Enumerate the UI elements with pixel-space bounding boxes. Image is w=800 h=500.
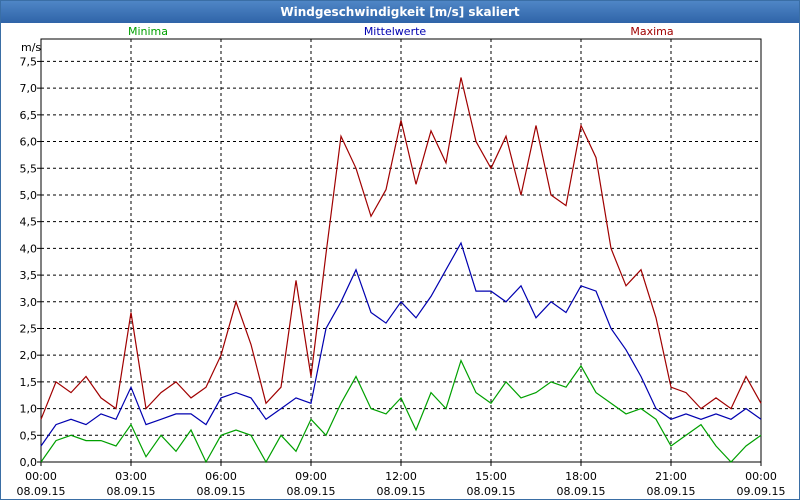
axes — [37, 38, 762, 466]
y-tick-label: 5,0 — [20, 189, 38, 202]
legend-minima: Minima — [128, 25, 168, 38]
x-tick-date: 08.09.15 — [467, 485, 516, 498]
y-tick-labels: 0,0 0,5 1,0 1,5 2,0 2,5 3,0 3,5 4,0 4,5 5,0 5,5 6,0 6… — [20, 55, 38, 469]
x-tick-date: 08.09.15 — [197, 485, 246, 498]
x-tick-time: 12:00 — [385, 470, 417, 483]
y-tick-label: 1,5 — [20, 376, 38, 389]
x-tick-labels: 00:00 08.09.15 03:00 08.09.15 06:00 08.09.15 0… — [17, 470, 786, 498]
legend-mittelwerte: Mittelwerte — [364, 25, 427, 38]
series-line-minima — [40, 358, 762, 464]
series-line-mittelwerte — [40, 241, 762, 447]
window-title: Windgeschwindigkeit [m/s] skaliert — [1, 1, 799, 23]
y-tick-label: 4,0 — [20, 242, 38, 255]
y-tick-label: 2,0 — [20, 349, 38, 362]
x-tick-date: 08.09.15 — [107, 485, 156, 498]
x-tick-time: 03:00 — [115, 470, 147, 483]
y-tick-label: 6,0 — [20, 136, 38, 149]
y-tick-label: 4,5 — [20, 216, 38, 229]
y-tick-label: 1,0 — [20, 403, 38, 416]
x-tick-date: 08.09.15 — [17, 485, 66, 498]
x-tick-date: 08.09.15 — [377, 485, 426, 498]
y-axis-label: m/s — [21, 41, 41, 54]
x-tick-time: 21:00 — [655, 470, 687, 483]
y-tick-label: 7,0 — [20, 82, 38, 95]
x-tick-time: 18:00 — [565, 470, 597, 483]
y-tick-label: 6,5 — [20, 109, 38, 122]
x-tick-date: 08.09.15 — [647, 485, 696, 498]
y-tick-label: 3,5 — [20, 269, 38, 282]
x-tick-date: 09.09.15 — [737, 485, 786, 498]
x-tick-time: 09:00 — [295, 470, 327, 483]
x-tick-date: 08.09.15 — [557, 485, 606, 498]
y-tick-label: 7,5 — [20, 55, 38, 68]
x-tick-time: 00:00 — [745, 470, 777, 483]
x-tick-date: 08.09.15 — [287, 485, 336, 498]
x-tick-time: 00:00 — [25, 470, 57, 483]
y-tick-label: 3,0 — [20, 296, 38, 309]
series-line-maxima — [40, 77, 762, 420]
x-tick-time: 15:00 — [475, 470, 507, 483]
y-tick-label: 5,5 — [20, 162, 38, 175]
y-tick-label: 2,5 — [20, 322, 38, 335]
y-tick-label: 0,5 — [20, 429, 38, 442]
grid — [40, 39, 762, 463]
y-tick-label: 0,0 — [20, 456, 38, 469]
series-lines — [40, 77, 762, 464]
x-tick-time: 06:00 — [205, 470, 237, 483]
legend-maxima: Maxima — [630, 25, 673, 38]
